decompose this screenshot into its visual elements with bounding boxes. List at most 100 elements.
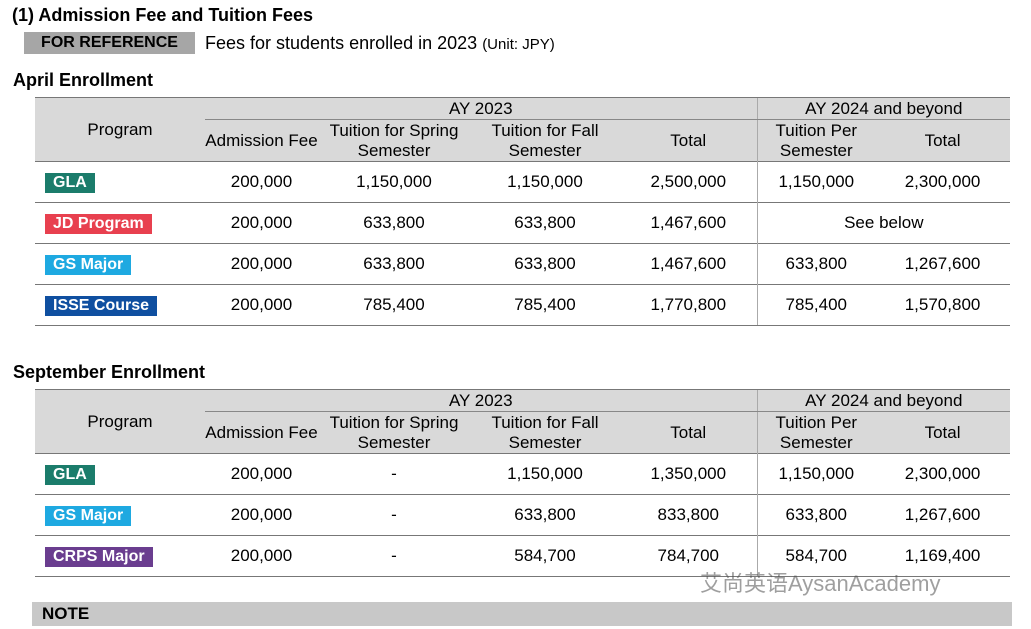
program-badge: GS Major (45, 254, 132, 275)
fee-cell: 1,150,000 (756, 161, 876, 203)
fee-cell: 2,300,000 (875, 161, 1011, 203)
fee-table: Program AY 2023 AY 2024 and beyond Admissio… (35, 97, 1011, 326)
fee-cell: 200,000 (205, 284, 318, 326)
reference-badge: FOR REFERENCE (24, 32, 195, 54)
table-body: GLA 200,000 1,150,000 1,150,000 2,500,000 1,1… (35, 161, 1011, 326)
data-row: GS Major 200,000 633,800 633,800 1,467,600 63… (35, 243, 1011, 285)
table-body: GLA 200,000-1,150,000 1,350,000 1,150,000 2,… (35, 453, 1011, 577)
fee-cell: 633,800 (756, 494, 876, 536)
fee-cell: 633,800 (756, 243, 876, 285)
fee-cell: 2,500,000 (620, 161, 758, 203)
fee-cell: 584,700 (470, 535, 620, 577)
data-row: ISSE Course 200,000 785,400 785,400 1,770,80… (35, 284, 1011, 326)
reference-text: Fees for students enrolled in 2023 (205, 33, 478, 53)
fee-cell: 785,400 (318, 284, 470, 326)
program-badge: CRPS Major (45, 546, 153, 567)
group-header: AY 2024 and beyond (756, 97, 1011, 120)
section-title: April Enrollment (13, 70, 154, 90)
table-header: Program AY 2023 AY 2024 and beyond Admissio… (35, 97, 1011, 162)
fee-table: Program AY 2023 AY 2024 and beyond Admissio… (35, 389, 1011, 577)
fee-cell: - (318, 494, 470, 536)
program-cell: GLA (35, 453, 205, 495)
fee-cell: 1,267,600 (875, 243, 1011, 285)
data-row: GLA 200,000 1,150,000 1,150,000 2,500,000 1,1… (35, 161, 1011, 203)
program-badge: ISSE Course (45, 295, 158, 316)
fee-cell: - (318, 453, 470, 495)
fee-cell: 200,000 (205, 202, 318, 244)
fee-cell: 784,700 (620, 535, 758, 577)
column-header: Total (620, 119, 758, 162)
fee-cell: 1,350,000 (620, 453, 758, 495)
column-header: Tuition for Fall Semester (470, 411, 620, 454)
fee-cell: 200,000 (205, 494, 318, 536)
heading: (1) Admission Fee and Tuition Fees (12, 5, 314, 25)
column-header: Admission Fee (205, 411, 318, 454)
fee-cell: 633,800 (318, 202, 470, 244)
data-row: GLA 200,000-1,150,000 1,350,000 1,150,000 2,… (35, 453, 1011, 495)
fee-cell: 1,467,600 (620, 243, 758, 285)
fee-cell: 1,169,400 (875, 535, 1011, 577)
program-header: Program (35, 389, 205, 454)
fee-cell: 785,400 (756, 284, 876, 326)
column-header: Tuition Per Semester (756, 411, 876, 454)
watermark: 艾尚英语AysanAcademy (700, 571, 941, 596)
fee-cell: 1,570,800 (875, 284, 1011, 326)
group-header: AY 2023 (205, 389, 758, 412)
data-row: GS Major 200,000-633,800 833,800 633,800 1,2… (35, 494, 1011, 536)
program-badge: GLA (45, 172, 95, 193)
header-row: Program AY 2023 AY 2024 and beyond (35, 97, 1011, 162)
program-cell: ISSE Course (35, 284, 205, 326)
note-bar: NOTE (32, 602, 1012, 626)
program-cell: JD Program (35, 202, 205, 244)
data-row: JD Program 200,000 633,800 633,800 1,467,600… (35, 202, 1011, 244)
fee-cell: 200,000 (205, 161, 318, 203)
fee-cell: 1,150,000 (470, 453, 620, 495)
fee-cell: 1,150,000 (318, 161, 470, 203)
column-header: Tuition for Spring Semester (318, 411, 470, 454)
program-badge: JD Program (45, 213, 152, 234)
program-cell: GS Major (35, 243, 205, 285)
group-header: AY 2024 and beyond (756, 389, 1011, 412)
data-row: CRPS Major 200,000-584,700 784,700 584,700 1… (35, 535, 1011, 577)
fee-cell: See below (756, 202, 1011, 244)
fee-cell: 200,000 (205, 243, 318, 285)
fee-cell: 633,800 (470, 243, 620, 285)
fee-cell: 633,800 (470, 202, 620, 244)
fee-cell: 833,800 (620, 494, 758, 536)
fee-cell: 1,770,800 (620, 284, 758, 326)
fee-cell: 1,467,600 (620, 202, 758, 244)
column-header: Tuition for Spring Semester (318, 119, 470, 162)
group-header: AY 2023 (205, 97, 758, 120)
fee-cell: 1,150,000 (756, 453, 876, 495)
fee-cell: 785,400 (470, 284, 620, 326)
program-cell: GS Major (35, 494, 205, 536)
section-title: September Enrollment (13, 362, 206, 382)
reference-line: Fees for students enrolled in 2023 (Unit… (205, 32, 555, 56)
fee-cell: - (318, 535, 470, 577)
column-header: Admission Fee (205, 119, 318, 162)
column-header: Total (875, 119, 1011, 162)
fee-cell: 584,700 (756, 535, 876, 577)
column-header: Total (875, 411, 1011, 454)
header-row: Admission Fee Tuition for Spring Semester… (35, 119, 1011, 162)
program-cell: CRPS Major (35, 535, 205, 577)
fee-cell: 633,800 (470, 494, 620, 536)
header-row: Admission Fee Tuition for Spring Semester… (35, 411, 1011, 454)
reference-unit: (Unit: JPY) (482, 36, 555, 53)
program-badge: GS Major (45, 505, 132, 526)
table-header: Program AY 2023 AY 2024 and beyond Admissio… (35, 389, 1011, 454)
fee-cell: 1,267,600 (875, 494, 1011, 536)
fee-cell: 1,150,000 (470, 161, 620, 203)
program-header: Program (35, 97, 205, 162)
header-row: Program AY 2023 AY 2024 and beyond (35, 389, 1011, 454)
column-header: Total (620, 411, 758, 454)
fee-cell: 200,000 (205, 535, 318, 577)
fee-cell: 633,800 (318, 243, 470, 285)
column-header: Tuition for Fall Semester (470, 119, 620, 162)
fee-cell: 200,000 (205, 453, 318, 495)
program-badge: GLA (45, 464, 95, 485)
column-header: Tuition Per Semester (756, 119, 876, 162)
fee-cell: 2,300,000 (875, 453, 1011, 495)
program-cell: GLA (35, 161, 205, 203)
